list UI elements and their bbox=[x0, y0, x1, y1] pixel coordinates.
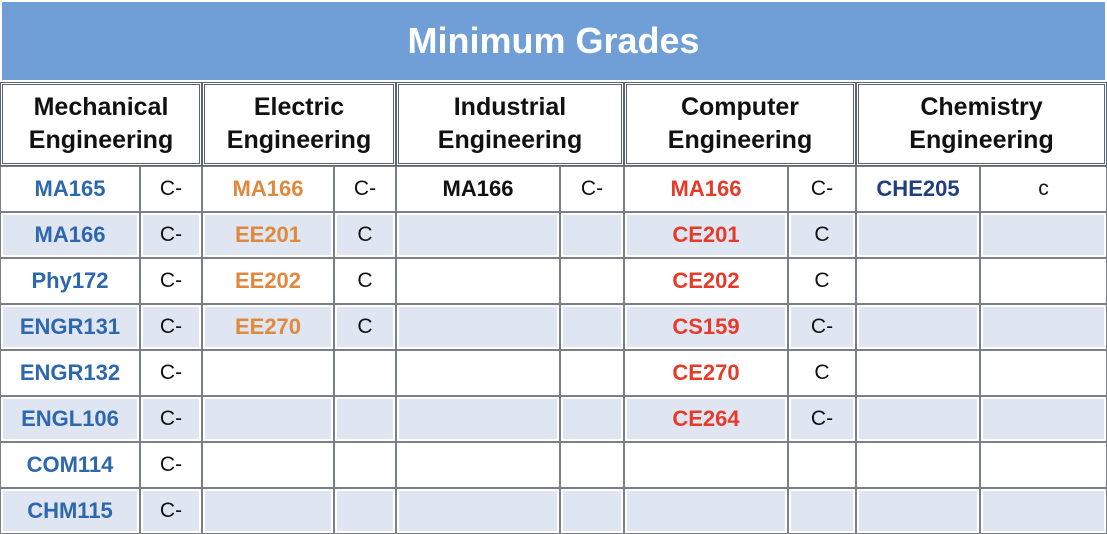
grade-cell-chemistry bbox=[980, 212, 1107, 258]
course-cell-electric bbox=[202, 350, 334, 396]
table-row: ENGL106 C- CE264 C- bbox=[0, 396, 1107, 442]
grade-cell-computer: C bbox=[788, 258, 856, 304]
course-cell-electric: MA166 bbox=[202, 166, 334, 212]
course-cell-computer: CE201 bbox=[624, 212, 788, 258]
grade-cell-industrial bbox=[560, 304, 624, 350]
course-cell-industrial bbox=[396, 442, 560, 488]
course-cell-mechanical: Phy172 bbox=[0, 258, 140, 304]
grade-cell-electric: C bbox=[334, 304, 396, 350]
dept-header-mechanical: Mechanical Engineering bbox=[0, 82, 202, 166]
dept-header-electric: Electric Engineering bbox=[202, 82, 396, 166]
grade-cell-computer: C- bbox=[788, 304, 856, 350]
course-cell-computer bbox=[624, 442, 788, 488]
course-cell-mechanical: MA165 bbox=[0, 166, 140, 212]
course-cell-chemistry bbox=[856, 258, 980, 304]
dept-header-industrial: Industrial Engineering bbox=[396, 82, 624, 166]
grade-cell-industrial bbox=[560, 258, 624, 304]
grade-cell-chemistry bbox=[980, 442, 1107, 488]
course-cell-computer: CS159 bbox=[624, 304, 788, 350]
course-cell-electric bbox=[202, 442, 334, 488]
grade-cell-mechanical: C- bbox=[140, 166, 202, 212]
grade-cell-computer bbox=[788, 442, 856, 488]
dept-header-chemistry: Chemistry Engineering bbox=[856, 82, 1107, 166]
table-row: COM114 C- bbox=[0, 442, 1107, 488]
grades-table: Mechanical Engineering Electric Engineerin… bbox=[0, 82, 1107, 534]
course-cell-industrial bbox=[396, 212, 560, 258]
course-cell-mechanical: ENGL106 bbox=[0, 396, 140, 442]
grade-cell-chemistry: c bbox=[980, 166, 1107, 212]
grade-cell-industrial bbox=[560, 212, 624, 258]
course-cell-chemistry: CHE205 bbox=[856, 166, 980, 212]
grade-cell-mechanical: C- bbox=[140, 488, 202, 534]
dept-header-computer: Computer Engineering bbox=[624, 82, 856, 166]
table-row: Phy172 C- EE202 C CE202 C bbox=[0, 258, 1107, 304]
grade-cell-electric: C- bbox=[334, 166, 396, 212]
course-cell-computer: CE264 bbox=[624, 396, 788, 442]
course-cell-industrial bbox=[396, 350, 560, 396]
page-title: Minimum Grades bbox=[407, 20, 700, 61]
course-cell-electric bbox=[202, 488, 334, 534]
course-cell-chemistry bbox=[856, 304, 980, 350]
grade-cell-industrial bbox=[560, 396, 624, 442]
grade-cell-electric bbox=[334, 442, 396, 488]
grade-cell-chemistry bbox=[980, 258, 1107, 304]
grade-cell-chemistry bbox=[980, 350, 1107, 396]
grade-cell-mechanical: C- bbox=[140, 396, 202, 442]
grade-cell-electric bbox=[334, 488, 396, 534]
course-cell-mechanical: ENGR132 bbox=[0, 350, 140, 396]
course-cell-mechanical: MA166 bbox=[0, 212, 140, 258]
grade-cell-computer: C- bbox=[788, 166, 856, 212]
grade-cell-mechanical: C- bbox=[140, 304, 202, 350]
course-cell-computer: CE270 bbox=[624, 350, 788, 396]
grade-cell-mechanical: C- bbox=[140, 350, 202, 396]
course-cell-electric bbox=[202, 396, 334, 442]
table-row: ENGR132 C- CE270 C bbox=[0, 350, 1107, 396]
course-cell-computer bbox=[624, 488, 788, 534]
table-row: ENGR131 C- EE270 C CS159 C- bbox=[0, 304, 1107, 350]
course-cell-mechanical: COM114 bbox=[0, 442, 140, 488]
course-cell-chemistry bbox=[856, 396, 980, 442]
course-cell-industrial bbox=[396, 258, 560, 304]
course-cell-electric: EE202 bbox=[202, 258, 334, 304]
grade-cell-mechanical: C- bbox=[140, 212, 202, 258]
course-cell-chemistry bbox=[856, 212, 980, 258]
course-cell-mechanical: ENGR131 bbox=[0, 304, 140, 350]
grade-cell-chemistry bbox=[980, 488, 1107, 534]
table-row: MA165 C- MA166 C- MA166 C- MA166 C- CHE205 c bbox=[0, 166, 1107, 212]
grade-cell-mechanical: C- bbox=[140, 442, 202, 488]
course-cell-industrial: MA166 bbox=[396, 166, 560, 212]
table-row: CHM115 C- bbox=[0, 488, 1107, 534]
grade-cell-computer bbox=[788, 488, 856, 534]
course-cell-industrial bbox=[396, 304, 560, 350]
course-cell-electric: EE201 bbox=[202, 212, 334, 258]
grade-cell-electric bbox=[334, 350, 396, 396]
course-cell-computer: CE202 bbox=[624, 258, 788, 304]
grade-cell-electric: C bbox=[334, 212, 396, 258]
grade-cell-industrial bbox=[560, 350, 624, 396]
grade-cell-industrial bbox=[560, 442, 624, 488]
grade-cell-computer: C- bbox=[788, 396, 856, 442]
grade-cell-mechanical: C- bbox=[140, 258, 202, 304]
grade-cell-industrial bbox=[560, 488, 624, 534]
header-row: Mechanical Engineering Electric Engineerin… bbox=[0, 82, 1107, 166]
course-cell-industrial bbox=[396, 396, 560, 442]
course-cell-chemistry bbox=[856, 442, 980, 488]
title-bar: Minimum Grades bbox=[0, 0, 1107, 82]
course-cell-chemistry bbox=[856, 350, 980, 396]
course-cell-mechanical: CHM115 bbox=[0, 488, 140, 534]
grade-cell-computer: C bbox=[788, 350, 856, 396]
table-row: MA166 C- EE201 C CE201 C bbox=[0, 212, 1107, 258]
grade-cell-chemistry bbox=[980, 396, 1107, 442]
grade-cell-electric bbox=[334, 396, 396, 442]
grade-cell-industrial: C- bbox=[560, 166, 624, 212]
course-cell-industrial bbox=[396, 488, 560, 534]
grade-cell-electric: C bbox=[334, 258, 396, 304]
course-cell-electric: EE270 bbox=[202, 304, 334, 350]
grade-cell-computer: C bbox=[788, 212, 856, 258]
course-cell-chemistry bbox=[856, 488, 980, 534]
grade-cell-chemistry bbox=[980, 304, 1107, 350]
course-cell-computer: MA166 bbox=[624, 166, 788, 212]
